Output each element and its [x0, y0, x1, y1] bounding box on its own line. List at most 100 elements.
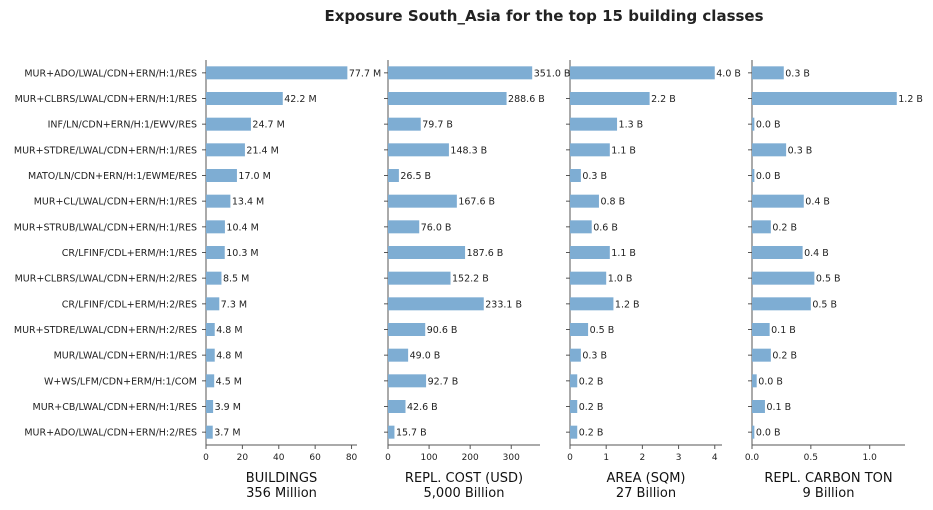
bar — [388, 169, 399, 182]
bar — [752, 323, 770, 336]
x-tick-label: 3 — [676, 453, 682, 463]
bar — [752, 92, 897, 105]
category-label: MUR+ADO/LWAL/CDN+ERN/H:1/RES — [24, 68, 197, 79]
bar-value-label: 0.6 B — [593, 222, 618, 233]
bar — [206, 246, 225, 259]
bar-value-label: 1.2 B — [898, 94, 923, 105]
bar — [388, 117, 421, 131]
bar — [388, 374, 427, 388]
x-tick-label: 0 — [203, 453, 209, 463]
bar-value-label: 0.0 B — [756, 171, 781, 182]
x-axis-total: 5,000 Billion — [424, 486, 505, 501]
category-label: CR/LFINF/CDL+ERM/H:1/RES — [62, 248, 197, 259]
bar — [206, 400, 214, 413]
bar-value-label: 0.2 B — [772, 351, 797, 362]
bar — [752, 194, 804, 208]
bar — [206, 194, 231, 208]
bar — [752, 169, 755, 182]
bar — [570, 400, 578, 413]
bar-value-label: 0.2 B — [579, 428, 604, 439]
category-label: INF/LN/CDN+ERN/H:1/EWV/RES — [48, 120, 197, 131]
panel-3: 4.0 B 2.2 B 1.3 B 1.1 B 0.3 B 0.8 B 0.6 B 1.1 B… — [566, 60, 741, 501]
bar-value-label: 15.7 B — [396, 428, 427, 439]
bar-value-label: 8.5 M — [223, 274, 249, 285]
bar — [752, 143, 787, 157]
bar — [206, 323, 215, 336]
bar-value-label: 4.8 M — [216, 351, 242, 362]
bar-value-label: 0.3 B — [785, 68, 810, 79]
bar-value-label: 10.3 M — [226, 248, 258, 259]
bar — [570, 246, 610, 259]
bar — [388, 66, 533, 80]
bar — [752, 297, 811, 311]
bar — [570, 220, 592, 234]
bar-value-label: 0.2 B — [579, 402, 604, 413]
bar-value-label: 0.4 B — [804, 248, 829, 259]
bar-value-label: 13.4 M — [232, 197, 264, 208]
bar-value-label: 288.6 B — [508, 94, 545, 105]
panel-1: 77.7 M MUR+ADO/LWAL/CDN+ERN/H:1/RES 42.2 M… — [14, 60, 381, 501]
bar — [388, 143, 449, 157]
x-tick-label: 80 — [346, 453, 358, 463]
panel-2: 351.0 B 288.6 B 79.7 B 148.3 B 26.5 B 167.6 B… — [384, 60, 570, 501]
bar-value-label: 49.0 B — [410, 351, 441, 362]
bar-value-label: 0.2 B — [579, 376, 604, 387]
bar — [752, 400, 765, 413]
bar — [752, 220, 771, 234]
bar-value-label: 77.7 M — [349, 68, 381, 79]
bar-value-label: 0.3 B — [582, 171, 607, 182]
x-tick-label: 40 — [273, 453, 285, 463]
category-label: MUR/LWAL/CDN+ERN/H:1/RES — [54, 351, 197, 362]
bar-value-label: 187.6 B — [467, 248, 504, 259]
bar — [206, 66, 348, 80]
bar — [388, 271, 451, 285]
bar — [206, 348, 215, 362]
x-axis-total: 9 Billion — [803, 486, 855, 501]
bar-value-label: 0.5 B — [812, 299, 837, 310]
bar-value-label: 79.7 B — [422, 120, 453, 131]
bar — [388, 92, 507, 105]
bar-value-label: 3.7 M — [214, 428, 240, 439]
bar — [752, 117, 755, 131]
bar — [752, 425, 755, 439]
bar — [388, 194, 457, 208]
bar — [570, 194, 599, 208]
bar — [206, 169, 237, 182]
chart-title: Exposure South_Asia for the top 15 build… — [324, 7, 764, 25]
bar-value-label: 233.1 B — [485, 299, 522, 310]
bar-value-label: 4.0 B — [716, 68, 741, 79]
x-axis-label: BUILDINGS — [246, 471, 317, 486]
bar-value-label: 90.6 B — [427, 325, 458, 336]
bar-value-label: 0.0 B — [756, 120, 781, 131]
bar — [206, 117, 251, 131]
bar-value-label: 24.7 M — [252, 120, 284, 131]
x-tick-label: 2 — [640, 453, 646, 463]
category-label: MUR+CLBRS/LWAL/CDN+ERN/H:1/RES — [15, 94, 197, 105]
bar-value-label: 1.3 B — [619, 120, 644, 131]
bar-value-label: 0.4 B — [805, 197, 830, 208]
bar-value-label: 1.0 B — [608, 274, 633, 285]
bar — [570, 271, 607, 285]
x-tick-label: 0 — [385, 453, 391, 463]
panel-4: 0.3 B 1.2 B 0.0 B 0.3 B 0.0 B 0.4 B 0.2 B 0.4 B… — [745, 60, 923, 501]
bar-value-label: 3.9 M — [215, 402, 241, 413]
x-tick-label: 0.5 — [804, 453, 818, 463]
bar-value-label: 4.5 M — [216, 376, 242, 387]
bar-value-label: 0.3 B — [582, 351, 607, 362]
bar-value-label: 17.0 M — [238, 171, 270, 182]
bar — [206, 297, 220, 311]
category-label: MUR+STDRE/LWAL/CDN+ERN/H:1/RES — [14, 145, 197, 156]
bar — [388, 220, 420, 234]
bar-value-label: 0.8 B — [600, 197, 625, 208]
bar — [570, 323, 589, 336]
bar — [206, 374, 215, 388]
x-tick-label: 1 — [603, 453, 609, 463]
x-axis-label: REPL. COST (USD) — [405, 471, 523, 486]
bar — [570, 117, 618, 131]
bar-value-label: 0.0 B — [758, 376, 783, 387]
bar — [388, 400, 406, 413]
bar — [570, 348, 581, 362]
bar-value-label: 1.2 B — [615, 299, 640, 310]
bar-value-label: 152.2 B — [452, 274, 489, 285]
